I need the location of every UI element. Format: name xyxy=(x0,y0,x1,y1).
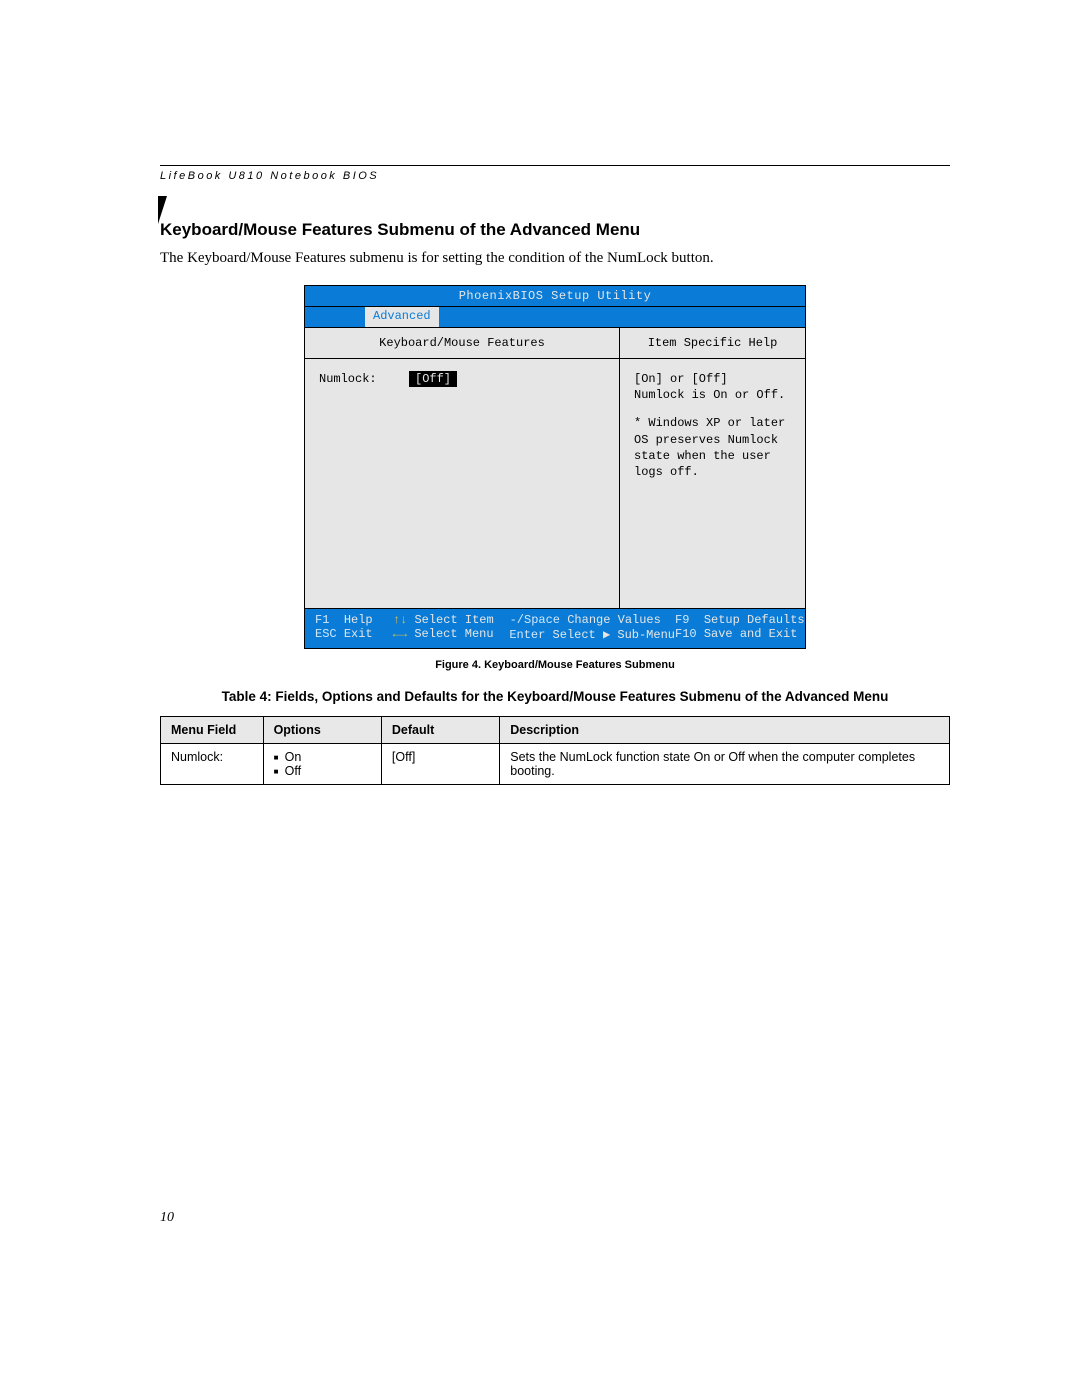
help-line: state when the user xyxy=(634,448,791,464)
footer-key: F10 xyxy=(675,627,697,641)
cell-default: [Off] xyxy=(381,744,499,785)
footer-key: ESC xyxy=(315,627,337,641)
footer-text: Save and Exit xyxy=(704,627,798,641)
help-line: * Windows XP or later xyxy=(634,415,791,431)
help-line: [On] or [Off] xyxy=(634,371,791,387)
help-line: OS preserves Numlock xyxy=(634,432,791,448)
bios-screenshot: PhoenixBIOS Setup Utility Advanced Keybo… xyxy=(304,285,806,649)
th-description: Description xyxy=(500,717,950,744)
footer-text: Setup Defaults xyxy=(704,613,805,627)
footer-key: F9 xyxy=(675,613,689,627)
figure-caption: Figure 4. Keyboard/Mouse Features Submen… xyxy=(160,659,950,671)
option-item: Off xyxy=(274,764,371,778)
bios-help-text: [On] or [Off] Numlock is On or Off. * Wi… xyxy=(620,359,805,492)
footer-key: F1 xyxy=(315,613,329,627)
options-table: Menu Field Options Default Description N… xyxy=(160,716,950,785)
bios-left-title: Keyboard/Mouse Features xyxy=(305,328,619,359)
option-item: On xyxy=(274,750,371,764)
bios-footer: F1 Help ↑↓ Select Item -/Space Change Va… xyxy=(305,608,805,648)
section-title: Keyboard/Mouse Features Submenu of the A… xyxy=(160,220,950,240)
table-row: Numlock: On Off [Off] Sets the NumLock f… xyxy=(161,744,950,785)
cell-options: On Off xyxy=(263,744,381,785)
footer-text: Help xyxy=(344,613,373,627)
bios-right-title: Item Specific Help xyxy=(620,328,805,359)
footer-text: Exit xyxy=(344,627,373,641)
footer-text: Select Item xyxy=(414,613,493,627)
th-options: Options xyxy=(263,717,381,744)
footer-text: Select ▶ Sub-Menu xyxy=(553,628,675,642)
table-header-row: Menu Field Options Default Description xyxy=(161,717,950,744)
section-marker-icon xyxy=(158,196,167,224)
help-line: logs off. xyxy=(634,464,791,480)
bios-field-label: Numlock: xyxy=(319,372,409,386)
bios-active-tab: Advanced xyxy=(365,307,439,327)
page-number: 10 xyxy=(160,1210,174,1226)
footer-text: Change Values xyxy=(567,613,661,627)
footer-key: ↑↓ xyxy=(393,613,407,627)
bios-field-row: Numlock: [Off] xyxy=(319,371,605,387)
table-caption: Table 4: Fields, Options and Defaults fo… xyxy=(160,689,950,704)
footer-text: Select Menu xyxy=(414,627,493,641)
header-rule xyxy=(160,165,950,166)
help-line: Numlock is On or Off. xyxy=(634,387,791,403)
footer-key: ←→ xyxy=(393,627,407,641)
section-intro: The Keyboard/Mouse Features submenu is f… xyxy=(160,250,950,267)
bios-field-value: [Off] xyxy=(409,371,457,387)
doc-header: LifeBook U810 Notebook BIOS xyxy=(160,170,950,182)
th-menu-field: Menu Field xyxy=(161,717,264,744)
footer-key: -/Space xyxy=(510,613,560,627)
cell-description: Sets the NumLock function state On or Of… xyxy=(500,744,950,785)
bios-menubar: Advanced xyxy=(305,307,805,328)
cell-field: Numlock: xyxy=(161,744,264,785)
bios-title: PhoenixBIOS Setup Utility xyxy=(305,286,805,307)
footer-key: Enter xyxy=(509,628,545,642)
th-default: Default xyxy=(381,717,499,744)
